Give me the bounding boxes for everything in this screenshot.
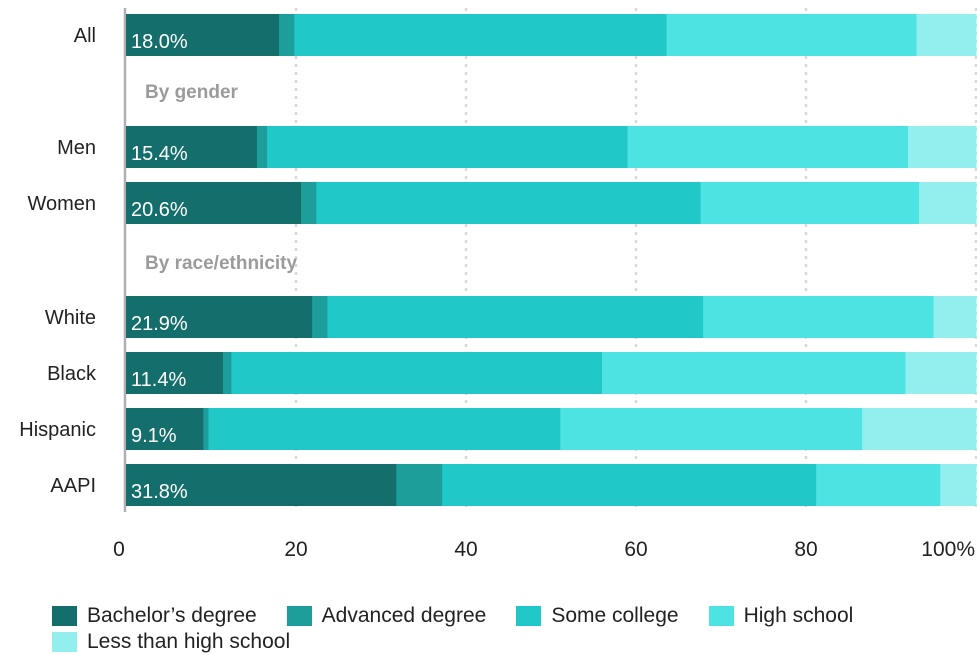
bar-black-series-1: [222, 352, 232, 394]
x-tick-label-20: 20: [284, 538, 307, 561]
bar-black-series-3: [602, 352, 906, 394]
bar-all-series-4: [916, 14, 977, 56]
bar-women-series-4: [919, 182, 977, 224]
bar-white-series-4: [933, 296, 977, 338]
data-label-men: 15.4%: [131, 143, 188, 165]
bar-all-series-0: [126, 14, 280, 56]
group-label-1: By gender: [145, 82, 239, 103]
stacked-bar-chart: By gender By race/ethnicity All 18.0% Men 15.…: [19, 8, 977, 561]
bar-black-series-4: [905, 352, 977, 394]
category-label-hispanic: Hispanic: [19, 419, 96, 441]
bar-white-series-3: [703, 296, 934, 338]
legend-item-0: Bachelor’s degree: [52, 604, 257, 628]
bar-all-series-3: [666, 14, 917, 56]
bar-white-series-0: [126, 296, 313, 338]
legend-swatch: [286, 606, 312, 626]
bar-men-series-2: [267, 126, 628, 168]
legend-item-1: Advanced degree: [286, 604, 487, 628]
legend-swatch: [516, 606, 542, 626]
legend-item-4: Less than high school: [52, 630, 290, 654]
bar-hispanic-series-0: [126, 408, 204, 450]
x-tick-label-40: 40: [454, 538, 477, 561]
legend-label: Less than high school: [87, 630, 291, 653]
legend-swatch: [52, 632, 77, 652]
bar-aapi-series-0: [126, 464, 397, 506]
x-tick-label-100: 100%: [921, 538, 975, 561]
bar-white-series-2: [327, 296, 704, 338]
legend-label: Bachelor’s degree: [87, 604, 257, 627]
bar-men-series-0: [126, 126, 258, 168]
bar-black-series-2: [231, 352, 603, 394]
bar-aapi-series-1: [396, 464, 443, 506]
bar-aapi-series-2: [442, 464, 817, 506]
category-label-all: All: [74, 25, 96, 47]
data-label-black: 11.4%: [131, 369, 186, 391]
bar-women-series-1: [301, 182, 317, 224]
x-tick-label-0: 0: [113, 538, 125, 561]
legend-label: Advanced degree: [321, 604, 487, 627]
legend-item-3: High school: [708, 604, 854, 628]
legend-swatch: [52, 606, 77, 626]
bar-women-series-0: [126, 182, 302, 224]
bar-men-series-1: [256, 126, 268, 168]
bar-aapi-series-4: [940, 464, 977, 506]
bar-men-series-3: [627, 126, 909, 168]
bar-hispanic-series-4: [862, 408, 977, 450]
bar-all-series-2: [294, 14, 668, 56]
bar-white-series-1: [312, 296, 328, 338]
bar-aapi-series-3: [816, 464, 941, 506]
x-tick-label-60: 60: [624, 538, 647, 561]
bar-women-series-2: [316, 182, 702, 224]
bar-men-series-4: [908, 126, 977, 168]
legend-item-2: Some college: [516, 604, 679, 628]
bar-hispanic-series-1: [203, 408, 209, 450]
bar-black-series-0: [126, 352, 224, 394]
bar-hispanic-series-2: [208, 408, 561, 450]
data-label-white: 21.9%: [131, 313, 188, 335]
legend-swatch: [708, 606, 734, 626]
data-label-hispanic: 9.1%: [131, 425, 177, 447]
x-tick-label-80: 80: [794, 538, 817, 561]
data-label-aapi: 31.8%: [131, 481, 188, 503]
bar-all-series-1: [279, 14, 295, 56]
category-label-men: Men: [57, 137, 96, 159]
chart-legend: Bachelor’s degree Advanced degree Some col…: [52, 604, 972, 654]
group-label-2: By race/ethnicity: [145, 253, 297, 274]
legend-label: High school: [743, 604, 854, 627]
category-label-black: Black: [47, 363, 97, 385]
category-label-white: White: [45, 307, 96, 329]
data-label-all: 18.0%: [131, 31, 188, 53]
category-label-aapi: AAPI: [50, 475, 96, 497]
data-label-women: 20.6%: [131, 199, 188, 221]
category-label-women: Women: [27, 193, 96, 215]
bar-women-series-3: [700, 182, 920, 224]
bar-hispanic-series-3: [560, 408, 863, 450]
legend-label: Some college: [551, 604, 679, 627]
